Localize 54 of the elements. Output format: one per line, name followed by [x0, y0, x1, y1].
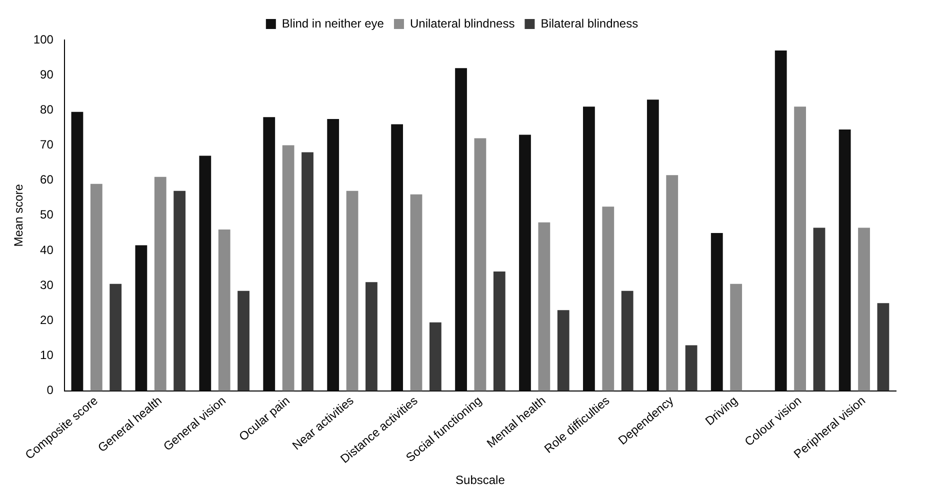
y-tick-label: 0: [46, 383, 54, 398]
bar: [730, 284, 742, 391]
y-axis-title: Mean score: [12, 184, 26, 247]
bar: [621, 290, 634, 391]
bar: [710, 232, 723, 391]
bar: [135, 245, 148, 391]
bar: [238, 290, 250, 391]
bar: [474, 138, 486, 391]
bar: [174, 190, 186, 391]
bar: [493, 272, 506, 391]
bar: [263, 117, 276, 391]
bar: [218, 229, 230, 391]
y-tick-label: 40: [40, 242, 54, 257]
y-tick-label: 20: [40, 312, 54, 327]
bar: [346, 190, 358, 391]
bar: [199, 156, 212, 391]
bar: [538, 222, 550, 391]
bar: [685, 345, 698, 391]
bar: [154, 176, 166, 391]
y-tick-label: 60: [40, 172, 54, 187]
bar: [282, 145, 294, 391]
bar: [327, 118, 340, 391]
y-tick-label: 30: [40, 278, 54, 292]
bar: [519, 134, 531, 391]
x-axis-title: Subscale: [456, 473, 506, 488]
bar: [646, 100, 659, 391]
bar: [774, 50, 787, 391]
legend-label: Bilateral blindness: [540, 16, 638, 30]
bar: [302, 152, 314, 391]
bar: [666, 175, 678, 391]
y-tick-label: 10: [40, 348, 54, 362]
legend-label: Blind in neither eye: [282, 16, 384, 30]
y-tick-label: 50: [40, 208, 54, 222]
bar: [794, 106, 806, 391]
y-tick-label: 90: [40, 67, 54, 82]
y-tick-label: 100: [33, 32, 54, 46]
bar: [813, 228, 826, 391]
legend-label: Unilateral blindness: [410, 16, 515, 30]
bar: [391, 124, 403, 391]
bar: [410, 194, 422, 391]
bar: [429, 322, 442, 391]
bar: [583, 106, 595, 391]
bar: [877, 303, 890, 391]
bar: [557, 310, 570, 391]
y-tick-label: 80: [40, 102, 54, 116]
bar: [110, 284, 122, 391]
bar: [71, 112, 84, 391]
bar: [838, 129, 851, 391]
bar: [455, 68, 467, 391]
y-tick-label: 70: [40, 138, 54, 152]
bar: [858, 228, 870, 391]
bar: [602, 206, 614, 391]
bar: [366, 282, 378, 391]
bar: [90, 184, 102, 391]
